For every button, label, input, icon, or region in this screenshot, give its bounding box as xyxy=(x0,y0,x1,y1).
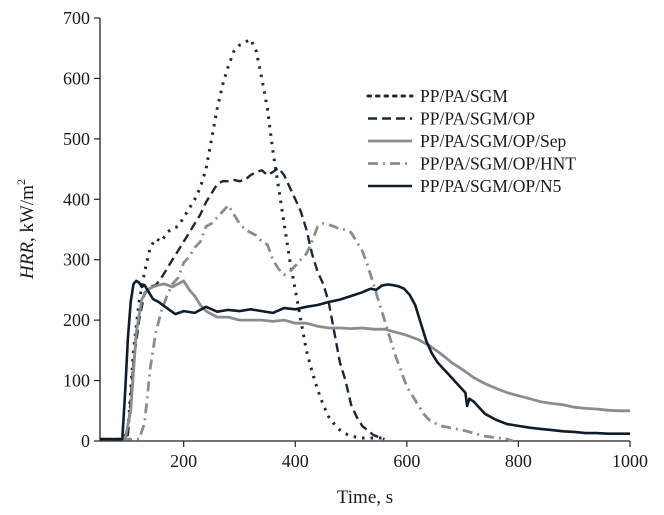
y-tick-label: 700 xyxy=(63,8,90,28)
series-line-1 xyxy=(100,37,385,441)
x-tick-label: 400 xyxy=(282,451,309,471)
y-tick-label: 0 xyxy=(81,431,90,451)
legend-label-3: PP/PA/SGM/OP/Sep xyxy=(420,131,566,151)
axes xyxy=(99,18,630,442)
y-tick-label: 400 xyxy=(63,189,90,209)
legend-label-4: PP/PA/SGM/OP/HNT xyxy=(420,154,576,174)
y-tick-label: 600 xyxy=(63,68,90,88)
x-tick-label: 200 xyxy=(170,451,197,471)
legend-label-5: PP/PA/SGM/OP/N5 xyxy=(420,176,562,196)
series-line-3 xyxy=(100,279,630,441)
ticks: 0 100 200 300 400 500 600 700 200 400 600 800 1000 xyxy=(63,8,648,471)
x-tick-label: 800 xyxy=(505,451,532,471)
y-tick-label: 300 xyxy=(63,250,90,270)
y-axis-title-main: HRR xyxy=(17,242,38,280)
y-tick-label: 100 xyxy=(63,371,90,391)
legend-label-2: PP/PA/SGM/OP xyxy=(420,109,535,129)
y-axis-title: HRR, kW/m2 xyxy=(14,179,38,280)
y-axis-title-sup: 2 xyxy=(14,179,28,185)
legend-label-1: PP/PA/SGM xyxy=(420,86,508,106)
y-axis-title-unit: , kW/m xyxy=(17,185,38,242)
y-tick-label: 200 xyxy=(63,310,90,330)
y-tick-label: 500 xyxy=(63,129,90,149)
series-line-4 xyxy=(100,203,514,443)
series-line-5 xyxy=(100,279,630,441)
series-line-2 xyxy=(100,166,385,441)
series-layer xyxy=(100,37,630,443)
x-tick-label: 600 xyxy=(393,451,420,471)
x-tick-label: 1000 xyxy=(612,451,648,471)
x-axis-title: Time, s xyxy=(337,487,393,508)
